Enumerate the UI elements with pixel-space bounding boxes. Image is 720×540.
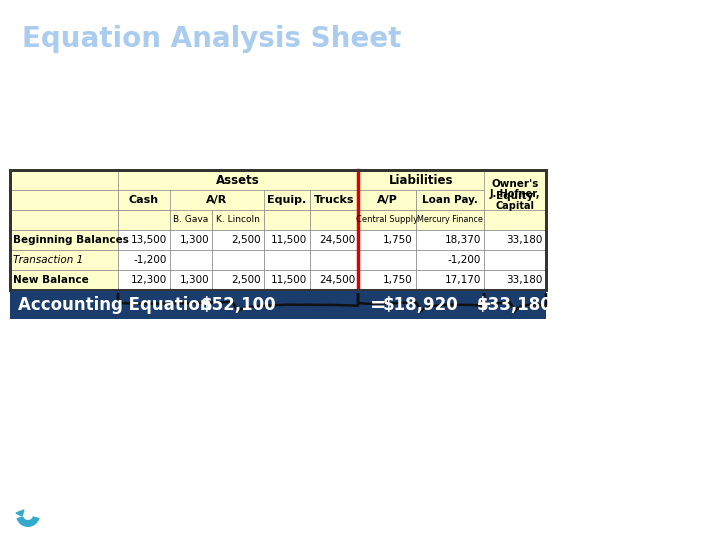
Bar (212, 270, 264, 290)
Bar (310, 190, 358, 210)
Bar (264, 250, 310, 270)
Bar (10, 190, 118, 210)
Text: Loan Pay.: Loan Pay. (422, 195, 478, 205)
Text: 24,500: 24,500 (319, 275, 355, 285)
Text: 1,750: 1,750 (383, 235, 413, 245)
Text: 2,500: 2,500 (231, 275, 261, 285)
Bar (416, 170, 484, 190)
Bar (212, 250, 264, 270)
Text: Accounting Equation: Accounting Equation (18, 296, 212, 314)
Wedge shape (17, 516, 40, 527)
Bar (358, 210, 416, 230)
Bar (118, 210, 170, 230)
Bar (10, 170, 118, 190)
Bar (118, 270, 170, 290)
Bar (170, 190, 212, 210)
Text: 33,180: 33,180 (507, 235, 543, 245)
Bar (358, 230, 416, 250)
Text: 12,300: 12,300 (131, 275, 167, 285)
Bar (10, 291, 546, 319)
Bar (264, 170, 310, 190)
Bar (484, 270, 546, 290)
Bar (484, 170, 546, 190)
Bar (118, 250, 170, 270)
Bar (484, 170, 546, 210)
Bar (416, 210, 484, 230)
Bar (484, 250, 546, 270)
Bar (358, 170, 416, 190)
Bar (358, 270, 416, 290)
Bar (358, 210, 416, 230)
Bar (118, 170, 170, 190)
Bar (310, 270, 358, 290)
Bar (118, 170, 358, 190)
Bar (264, 210, 310, 230)
Text: A/P: A/P (377, 195, 397, 205)
Bar (310, 170, 358, 190)
Bar (416, 190, 484, 210)
Bar (212, 270, 264, 290)
Text: A/R: A/R (207, 195, 228, 205)
Bar (310, 250, 358, 270)
Bar (118, 230, 170, 250)
Text: 11,500: 11,500 (271, 275, 307, 285)
Text: Liabilities: Liabilities (389, 173, 454, 186)
Bar (358, 250, 416, 270)
Bar (212, 170, 264, 190)
Text: 17,170: 17,170 (445, 275, 481, 285)
Text: J. Hofner,
Capital: J. Hofner, Capital (490, 189, 540, 211)
Text: Beginning Balances: Beginning Balances (13, 235, 129, 245)
Bar (310, 190, 358, 210)
Text: 33,180: 33,180 (507, 275, 543, 285)
Bar (10, 230, 118, 250)
Text: 2,500: 2,500 (231, 235, 261, 245)
Bar (310, 250, 358, 270)
Bar (170, 270, 212, 290)
Bar (170, 230, 212, 250)
Text: Owner's
Equity: Owner's Equity (491, 179, 539, 201)
Text: $52,100: $52,100 (200, 296, 276, 314)
Bar (264, 230, 310, 250)
Text: Trucks: Trucks (314, 195, 354, 205)
Bar (10, 270, 118, 290)
Bar (416, 170, 484, 190)
Bar (484, 230, 546, 250)
Polygon shape (16, 510, 24, 516)
Bar (118, 190, 170, 210)
Text: Assets: Assets (216, 173, 260, 186)
Bar (310, 230, 358, 250)
Text: New Balance: New Balance (13, 275, 89, 285)
Bar (264, 270, 310, 290)
Bar (118, 250, 170, 270)
Bar (10, 190, 118, 210)
Bar (416, 230, 484, 250)
Bar (10, 230, 118, 250)
Text: 18,370: 18,370 (445, 235, 481, 245)
Bar (170, 190, 264, 210)
Bar (358, 190, 416, 210)
Text: 24,500: 24,500 (319, 235, 355, 245)
Text: Central Supply: Central Supply (356, 215, 418, 225)
Bar (416, 250, 484, 270)
Bar (416, 270, 484, 290)
Bar (212, 170, 264, 190)
Bar (170, 210, 212, 230)
Bar (10, 250, 118, 270)
Bar (416, 230, 484, 250)
Bar (264, 230, 310, 250)
Text: Transaction 1: Transaction 1 (13, 255, 84, 265)
Bar (170, 170, 212, 190)
Bar (264, 270, 310, 290)
Bar (484, 190, 546, 210)
Bar (264, 170, 310, 190)
Bar (484, 210, 546, 230)
Bar (118, 190, 170, 210)
Bar (212, 210, 264, 230)
Bar (212, 230, 264, 250)
Bar (484, 190, 546, 210)
Text: $33,180: $33,180 (477, 296, 553, 314)
Bar (212, 190, 264, 210)
Bar (212, 250, 264, 270)
Text: 1,300: 1,300 (179, 275, 209, 285)
